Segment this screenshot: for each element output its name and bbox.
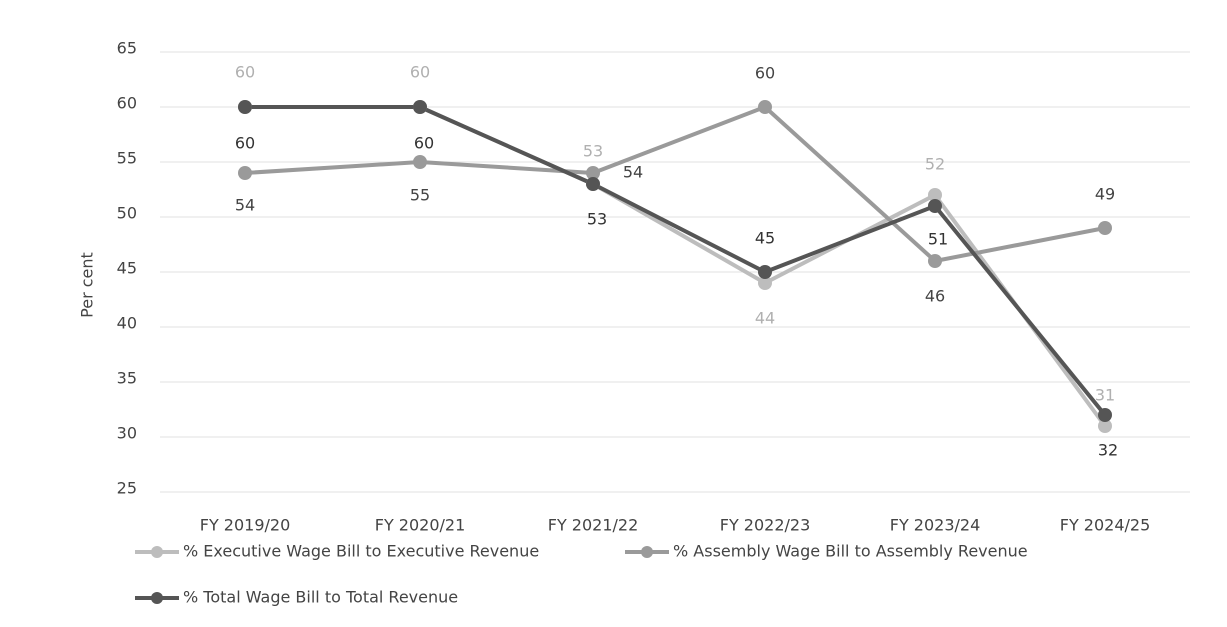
data-label: 32 bbox=[1098, 441, 1118, 460]
data-label: 55 bbox=[410, 186, 430, 205]
data-point bbox=[928, 188, 942, 202]
data-label: 51 bbox=[928, 230, 948, 249]
data-label: 53 bbox=[583, 142, 603, 161]
y-tick-label: 25 bbox=[117, 479, 137, 498]
data-point bbox=[238, 100, 252, 114]
y-tick-label: 60 bbox=[117, 94, 137, 113]
data-label: 60 bbox=[235, 134, 255, 153]
y-tick-label: 50 bbox=[117, 204, 137, 223]
data-point bbox=[413, 155, 427, 169]
data-point bbox=[758, 100, 772, 114]
data-point bbox=[928, 199, 942, 213]
data-label: 46 bbox=[925, 287, 945, 306]
data-label: 54 bbox=[235, 196, 255, 215]
series-line bbox=[245, 105, 1107, 417]
data-label: 60 bbox=[755, 64, 775, 83]
data-point bbox=[586, 166, 600, 180]
y-tick-label: 65 bbox=[117, 39, 137, 58]
legend-swatch-marker bbox=[151, 546, 163, 558]
legend-swatch-marker bbox=[641, 546, 653, 558]
data-label: 44 bbox=[755, 309, 775, 328]
x-tick-label: FY 2022/23 bbox=[720, 516, 811, 535]
legend-swatch-marker bbox=[151, 592, 163, 604]
data-point bbox=[758, 265, 772, 279]
legend-label: % Assembly Wage Bill to Assembly Revenue bbox=[673, 542, 1028, 561]
y-tick-label: 30 bbox=[117, 424, 137, 443]
data-label: 60 bbox=[410, 63, 430, 82]
data-point bbox=[758, 276, 772, 290]
y-tick-label: 35 bbox=[117, 369, 137, 388]
x-tick-label: FY 2019/20 bbox=[200, 516, 291, 535]
data-label: 60 bbox=[414, 134, 434, 153]
y-tick-label: 40 bbox=[117, 314, 137, 333]
data-label: 52 bbox=[925, 155, 945, 174]
data-point bbox=[928, 254, 942, 268]
data-label: 49 bbox=[1095, 185, 1115, 204]
data-point bbox=[1098, 408, 1112, 422]
data-label: 54 bbox=[623, 163, 643, 182]
data-point bbox=[586, 177, 600, 191]
x-tick-label: FY 2023/24 bbox=[890, 516, 981, 535]
data-label: 45 bbox=[755, 229, 775, 248]
data-label: 53 bbox=[587, 210, 607, 229]
data-point bbox=[413, 100, 427, 114]
x-tick-label: FY 2021/22 bbox=[548, 516, 639, 535]
y-tick-label: 55 bbox=[117, 149, 137, 168]
y-axis-label: Per cent bbox=[78, 252, 97, 318]
legend-label: % Total Wage Bill to Total Revenue bbox=[183, 588, 458, 607]
x-tick-label: FY 2024/25 bbox=[1060, 516, 1151, 535]
series-line bbox=[244, 105, 1106, 263]
data-point bbox=[1098, 221, 1112, 235]
data-label: 60 bbox=[235, 63, 255, 82]
series-line bbox=[245, 105, 1107, 428]
y-tick-label: 45 bbox=[117, 259, 137, 278]
x-tick-label: FY 2020/21 bbox=[375, 516, 466, 535]
legend-label: % Executive Wage Bill to Executive Reven… bbox=[183, 542, 539, 561]
data-label: 31 bbox=[1095, 386, 1115, 405]
data-point bbox=[238, 166, 252, 180]
data-point bbox=[1098, 419, 1112, 433]
